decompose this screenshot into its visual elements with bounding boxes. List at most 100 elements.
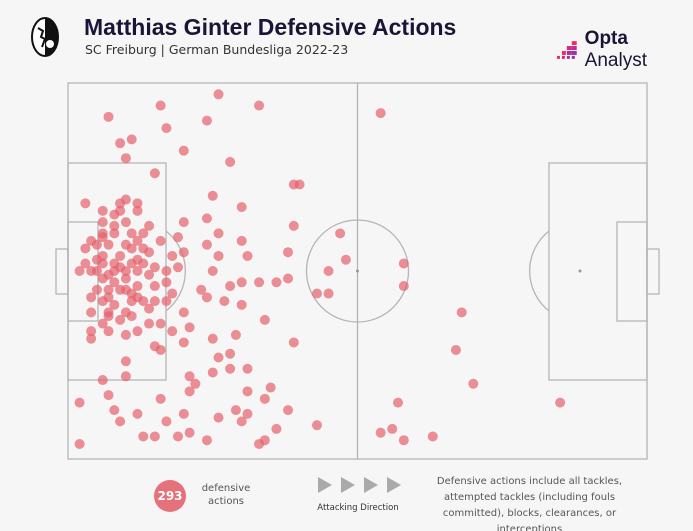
defensive-action-point <box>207 333 218 344</box>
defensive-action-point <box>236 299 247 310</box>
defensive-action-point <box>115 198 126 209</box>
defensive-action-point <box>132 326 143 337</box>
defensive-action-point <box>120 217 131 228</box>
brand-analyst: Analyst <box>584 50 647 71</box>
defensive-action-point <box>103 111 114 122</box>
defensive-action-point <box>103 326 114 337</box>
defensive-action-point <box>207 266 218 276</box>
defensive-action-point <box>149 431 160 442</box>
defensive-action-point <box>219 296 230 307</box>
defensive-action-point <box>213 228 224 239</box>
defensive-action-point <box>161 277 172 288</box>
action-count-label: defensive actions <box>201 483 251 507</box>
defensive-action-point <box>86 292 97 303</box>
right-penalty-spot <box>578 269 582 273</box>
defensive-action-point <box>288 220 299 231</box>
action-count-badge: 293 <box>154 480 186 512</box>
defensive-action-point <box>225 363 236 374</box>
defensive-action-point <box>161 123 172 134</box>
defensive-action-point <box>115 205 126 216</box>
defensive-action-point <box>97 217 108 228</box>
defensive-action-point <box>242 250 253 261</box>
right-penalty-arc <box>528 230 550 312</box>
opta-pixel-icon <box>557 41 577 59</box>
defensive-action-point <box>132 281 143 292</box>
defensive-action-point <box>201 213 212 224</box>
defensive-action-point <box>86 307 97 318</box>
defensive-action-point <box>271 423 282 434</box>
defensive-action-point <box>254 438 265 449</box>
defensive-action-point <box>97 232 108 243</box>
defensive-action-point <box>74 397 85 408</box>
defensive-action-point <box>132 408 143 419</box>
defensive-action-point <box>161 296 172 307</box>
defensive-action-point <box>398 435 409 446</box>
defensive-action-point <box>149 296 160 307</box>
defensive-action-point <box>115 416 126 427</box>
defensive-action-point <box>335 228 346 239</box>
defensive-action-point <box>120 153 131 164</box>
defensive-action-point <box>155 235 166 246</box>
defensive-action-point <box>456 307 467 318</box>
defensive-action-point <box>323 266 334 276</box>
defensive-action-point <box>254 100 265 111</box>
defensive-action-point <box>144 318 155 329</box>
defensive-action-point <box>213 352 224 363</box>
defensive-action-point <box>271 277 282 288</box>
defensive-action-point <box>201 115 212 126</box>
defensive-action-point <box>144 247 155 258</box>
defensive-action-point <box>126 228 137 239</box>
right-goal <box>646 248 660 295</box>
defensive-action-point <box>138 296 149 307</box>
defensive-action-point <box>155 100 166 111</box>
defensive-action-point <box>225 156 236 167</box>
defensive-action-point <box>294 179 305 190</box>
defensive-action-point <box>109 277 120 288</box>
defensive-action-point <box>236 202 247 213</box>
defensive-action-point <box>80 243 91 254</box>
defensive-action-point <box>103 269 114 280</box>
defensive-action-point <box>103 311 114 322</box>
page-subtitle: SC Freiburg | German Bundesliga 2022-23 <box>85 42 349 57</box>
defensive-action-point <box>242 363 253 374</box>
defensive-action-point <box>115 314 126 325</box>
right-six-yard-box <box>616 221 648 322</box>
center-circle <box>305 219 410 323</box>
defensive-action-point <box>311 420 322 431</box>
defensive-action-point <box>120 329 131 340</box>
defensive-action-point <box>236 277 247 288</box>
defensive-action-point <box>201 435 212 446</box>
defensive-action-point <box>97 205 108 216</box>
defensive-action-point <box>161 266 172 276</box>
defensive-action-point <box>259 314 270 325</box>
defensive-action-point <box>178 408 189 419</box>
defensive-action-point <box>225 348 236 359</box>
defensive-action-point <box>254 277 265 288</box>
defensive-action-point <box>196 284 207 295</box>
defensive-action-point <box>201 292 212 303</box>
defensive-action-point <box>265 382 276 393</box>
center-spot <box>356 269 359 273</box>
defensive-action-point <box>201 239 212 250</box>
defensive-action-point <box>213 89 224 100</box>
defensive-action-point <box>283 405 294 416</box>
defensive-action-point <box>91 239 102 250</box>
defensive-action-point <box>178 145 189 156</box>
defensive-action-point <box>149 262 160 273</box>
defensive-action-point <box>555 397 566 408</box>
defensive-action-point <box>120 273 131 284</box>
defensive-action-point <box>149 341 160 352</box>
defensive-action-point <box>184 322 195 333</box>
defensive-action-point <box>120 239 131 250</box>
defensive-action-point <box>86 333 97 344</box>
defensive-action-point <box>97 318 108 329</box>
defensive-action-point <box>109 299 120 310</box>
opta-analyst-logo: Opta Analyst <box>557 28 693 72</box>
defensive-action-point <box>173 232 184 243</box>
defensive-action-point <box>109 220 120 231</box>
defensive-action-point <box>120 371 131 382</box>
defensive-action-point <box>91 266 102 276</box>
defensive-action-point <box>323 288 334 299</box>
